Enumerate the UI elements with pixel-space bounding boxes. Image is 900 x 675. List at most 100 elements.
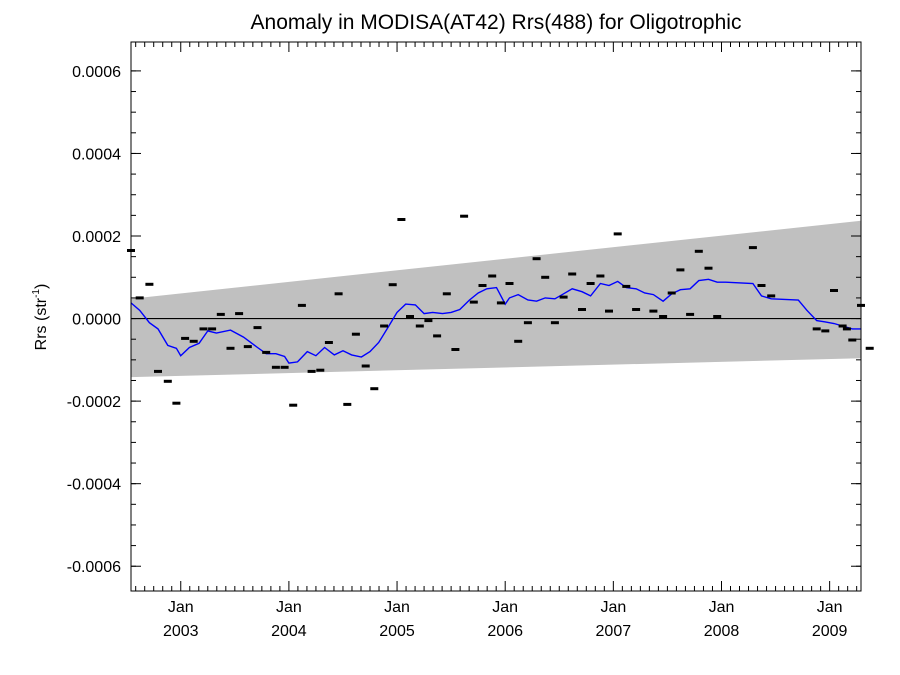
anomaly-point	[406, 315, 414, 318]
anomaly-point	[596, 274, 605, 278]
anomaly-point	[235, 312, 244, 316]
anomaly-point	[172, 401, 181, 405]
anomaly-point	[163, 379, 172, 383]
anomaly-point	[830, 289, 838, 292]
anomaly-point	[659, 315, 668, 318]
anomaly-point	[748, 246, 757, 250]
anomaly-point	[415, 324, 424, 328]
anomaly-point	[262, 350, 271, 354]
x-tick-year-label: 2004	[271, 623, 307, 640]
anomaly-point	[226, 346, 235, 350]
x-tick-month-label: Jan	[709, 599, 735, 616]
x-tick-year-label: 2009	[812, 623, 848, 640]
anomaly-point	[586, 282, 595, 285]
x-axis: Jan 2003 Jan 2004 Jan 2005 Jan 2006 Jan 2007 Jan 20…	[135, 42, 858, 640]
x-tick-month-label: Jan	[276, 599, 302, 616]
anomaly-point	[334, 292, 343, 296]
anomaly-point	[523, 321, 532, 325]
anomaly-point	[505, 282, 514, 285]
x-tick-year-label: 2006	[487, 623, 523, 640]
x-tick-month-label: Jan	[492, 599, 518, 616]
x-tick-month-label: Jan	[384, 599, 410, 616]
anomaly-point	[460, 214, 469, 218]
anomaly-point	[704, 266, 713, 270]
anomaly-point	[469, 300, 478, 304]
x-tick-month-label: Jan	[600, 599, 626, 616]
anomaly-point	[307, 369, 316, 373]
anomaly-point	[848, 338, 857, 342]
anomaly-point	[649, 309, 658, 313]
x-tick-month-label: Jan	[817, 599, 843, 616]
anomaly-point	[316, 368, 325, 372]
y-tick-label: 0.0002	[72, 229, 121, 246]
x-tick-year-label: 2003	[163, 623, 199, 640]
anomaly-point	[713, 315, 722, 318]
anomaly-point	[865, 346, 874, 350]
anomaly-point	[297, 303, 306, 307]
anomaly-point	[821, 329, 830, 333]
confidence-band-layer	[131, 220, 861, 378]
anomaly-point	[550, 321, 559, 325]
anomaly-point	[632, 308, 641, 311]
chart-title: Anomaly in MODISA(AT42) Rrs(488) for Oli…	[251, 11, 742, 34]
anomaly-point	[514, 339, 523, 343]
anomaly-point	[568, 272, 577, 276]
anomaly-point	[145, 282, 154, 286]
anomaly-point	[253, 326, 262, 330]
anomaly-point	[812, 327, 821, 331]
anomaly-point	[154, 369, 162, 373]
anomaly-point	[388, 283, 397, 287]
x-tick-month-label: Jan	[168, 599, 194, 616]
anomaly-point	[667, 291, 676, 295]
anomaly-point	[243, 345, 252, 349]
anomaly-point	[189, 339, 198, 343]
anomaly-point	[559, 295, 568, 299]
anomaly-point	[686, 312, 695, 316]
anomaly-point	[496, 301, 505, 305]
anomaly-points-layer	[127, 214, 874, 407]
anomaly-point	[488, 274, 497, 278]
y-tick-label: 0.0004	[72, 146, 121, 163]
anomaly-point	[289, 403, 298, 407]
anomaly-point	[424, 319, 433, 323]
x-tick-year-label: 2007	[596, 623, 632, 640]
running-mean-layer	[130, 278, 861, 364]
anomaly-point	[694, 249, 703, 253]
anomaly-point	[842, 327, 851, 331]
anomaly-point	[451, 348, 460, 351]
anomaly-point	[370, 387, 379, 391]
anomaly-point	[208, 327, 217, 331]
anomaly-point	[622, 284, 631, 288]
anomaly-point	[613, 232, 622, 236]
anomaly-point	[280, 365, 289, 369]
x-tick-year-label: 2008	[704, 623, 740, 640]
y-tick-label: 0.0000	[72, 312, 121, 329]
anomaly-point	[532, 257, 541, 261]
y-tick-label: -0.0006	[67, 559, 121, 576]
anomaly-point	[343, 402, 352, 406]
anomaly-point	[397, 218, 406, 221]
anomaly-point	[605, 309, 613, 313]
y-tick-label: -0.0002	[67, 394, 121, 411]
anomaly-point	[757, 284, 766, 287]
anomaly-point	[578, 308, 586, 311]
anomaly-point	[181, 336, 190, 340]
anomaly-point	[433, 334, 442, 338]
anomaly-point	[324, 341, 333, 344]
y-tick-label: 0.0006	[72, 64, 121, 81]
confidence-band	[131, 220, 861, 378]
anomaly-point	[361, 364, 370, 368]
y-tick-label: -0.0004	[67, 477, 121, 494]
anomaly-point	[676, 268, 685, 272]
anomaly-point	[216, 312, 225, 316]
anomaly-point	[135, 296, 144, 300]
anomaly-point	[767, 294, 776, 298]
anomaly-point	[199, 327, 208, 331]
anomaly-point	[838, 324, 847, 328]
anomaly-point	[380, 324, 389, 328]
x-tick-year-label: 2005	[379, 623, 415, 640]
anomaly-point	[351, 332, 360, 336]
y-axis-label: Rrs (str-1)	[31, 284, 50, 351]
anomaly-point	[478, 284, 487, 287]
